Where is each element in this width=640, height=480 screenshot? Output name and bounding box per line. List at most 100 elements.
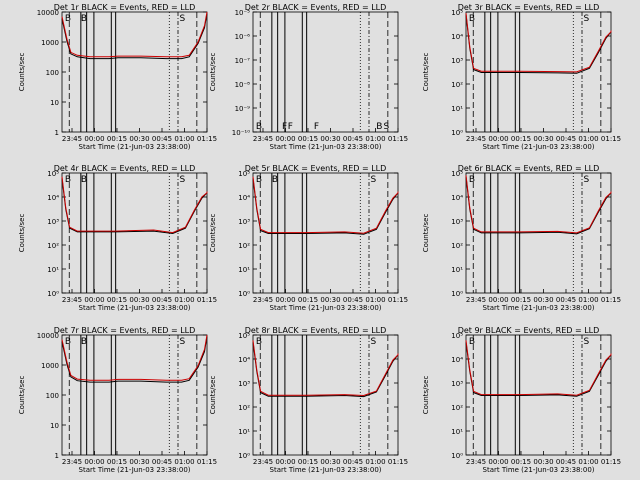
y-tick-label: 10⁻⁹ — [235, 105, 251, 113]
y-tick-label: 10⁵ — [47, 170, 59, 178]
plot-frame — [465, 172, 612, 294]
y-tick-label: 10⁴ — [451, 33, 463, 41]
x-tick-label: 00:15 — [511, 458, 531, 466]
x-tick-label: 00:00 — [84, 135, 104, 143]
y-tick-label: 10⁰ — [238, 452, 250, 460]
x-tick-label: 01:15 — [197, 296, 217, 304]
panel-title: Det 3r BLACK = Events, RED = LLD — [458, 3, 600, 12]
x-tick-label: 01:00 — [365, 135, 385, 143]
x-axis-label: Start Time (21-Jun-03 23:38:00) — [79, 304, 191, 312]
attenuator-label: S — [370, 175, 376, 185]
x-tick-label: 00:45 — [152, 296, 172, 304]
series-events — [61, 13, 208, 60]
x-axis-label: Start Time (21-Jun-03 23:38:00) — [483, 304, 595, 312]
y-tick-label: 10⁵ — [451, 170, 463, 178]
y-tick-label: 10¹ — [451, 428, 463, 436]
x-tick-label: 00:45 — [152, 135, 172, 143]
series-events — [465, 176, 612, 235]
det-panel-6: Det 6r BLACK = Events, RED = LLD Counts/s… — [422, 164, 621, 312]
x-axis-label: Start Time (21-Jun-03 23:38:00) — [483, 143, 595, 151]
x-tick-label: 00:30 — [320, 135, 340, 143]
x-tick-label: 00:30 — [320, 458, 340, 466]
series-lld — [252, 176, 399, 234]
y-tick-label: 10³ — [451, 57, 463, 65]
x-tick-label: 00:15 — [298, 296, 318, 304]
x-tick-label: 00:30 — [533, 458, 553, 466]
y-axis-label: Counts/sec — [209, 53, 217, 92]
y-tick-label: 10⁰ — [451, 290, 463, 298]
series-lld — [61, 11, 208, 58]
y-axis-label: Counts/sec — [18, 376, 26, 415]
x-tick-label: 23:45 — [62, 135, 82, 143]
x-tick-label: 01:00 — [174, 135, 194, 143]
y-tick-label: 10² — [451, 81, 463, 89]
x-axis-label: Start Time (21-Jun-03 23:38:00) — [270, 143, 382, 151]
attenuator-label: B — [256, 175, 262, 185]
y-tick-label: 100 — [46, 392, 59, 400]
y-tick-label: 10² — [47, 242, 59, 250]
y-tick-label: 10 — [50, 99, 59, 107]
y-tick-label: 10⁵ — [238, 170, 250, 178]
y-tick-label: 10000 — [37, 9, 59, 17]
series-lld — [252, 340, 399, 397]
series-events — [252, 178, 399, 235]
x-axis-label: Start Time (21-Jun-03 23:38:00) — [270, 466, 382, 474]
x-tick-label: 00:45 — [343, 458, 363, 466]
det-panel-9: Det 9r BLACK = Events, RED = LLD Counts/s… — [422, 326, 621, 474]
x-tick-label: 00:15 — [298, 135, 318, 143]
x-tick-label: 00:30 — [129, 135, 149, 143]
y-tick-label: 10⁴ — [238, 356, 250, 364]
det-panel-1: Det 1r BLACK = Events, RED = LLD Counts/s… — [18, 3, 217, 151]
series-lld — [61, 334, 208, 381]
y-tick-label: 10² — [451, 404, 463, 412]
x-tick-label: 00:15 — [511, 296, 531, 304]
attenuator-label: F — [282, 122, 287, 132]
attenuator-label: B — [65, 337, 71, 347]
x-tick-label: 01:00 — [578, 296, 598, 304]
attenuator-label: B — [65, 14, 71, 24]
x-tick-label: 01:15 — [601, 458, 621, 466]
y-tick-label: 10⁻¹⁰ — [232, 129, 250, 137]
x-tick-label: 23:45 — [253, 296, 273, 304]
y-tick-label: 10⁴ — [238, 194, 250, 202]
x-tick-label: 23:45 — [253, 458, 273, 466]
y-axis-label: Counts/sec — [422, 53, 430, 92]
series-events — [465, 342, 612, 397]
x-tick-label: 00:30 — [533, 296, 553, 304]
y-tick-label: 10³ — [238, 380, 250, 388]
y-axis-label: Counts/sec — [18, 53, 26, 92]
y-tick-label: 10² — [238, 404, 250, 412]
series-lld — [465, 175, 612, 234]
attenuator-label: S — [179, 14, 185, 24]
panel-title: Det 9r BLACK = Events, RED = LLD — [458, 326, 600, 335]
attenuator-label: B — [81, 337, 87, 347]
y-tick-label: 10 — [50, 422, 59, 430]
y-tick-label: 1000 — [41, 39, 59, 47]
x-axis-label: Start Time (21-Jun-03 23:38:00) — [270, 304, 382, 312]
y-axis-label: Counts/sec — [422, 214, 430, 253]
x-tick-label: 00:45 — [556, 135, 576, 143]
series-events — [61, 336, 208, 383]
attenuator-label: S — [179, 175, 185, 185]
x-tick-label: 00:15 — [511, 135, 531, 143]
attenuator-label: B — [256, 337, 262, 347]
y-tick-label: 10¹ — [238, 428, 250, 436]
plot-frame — [252, 172, 399, 294]
y-tick-label: 10² — [451, 242, 463, 250]
x-tick-label: 00:30 — [320, 296, 340, 304]
y-tick-label: 100 — [46, 69, 59, 77]
x-tick-label: 01:15 — [388, 135, 408, 143]
plot-frame — [465, 11, 612, 133]
det-panel-8: Det 8r BLACK = Events, RED = LLD Counts/s… — [209, 326, 408, 474]
x-tick-label: 01:15 — [388, 458, 408, 466]
y-tick-label: 10² — [238, 242, 250, 250]
x-tick-label: 01:15 — [197, 458, 217, 466]
y-tick-label: 10¹ — [451, 266, 463, 274]
y-tick-label: 10⁰ — [47, 290, 59, 298]
attenuator-label: S — [583, 175, 589, 185]
x-tick-label: 00:00 — [488, 135, 508, 143]
panel-title: Det 2r BLACK = Events, RED = LLD — [245, 3, 387, 12]
y-tick-label: 10³ — [451, 218, 463, 226]
x-tick-label: 01:00 — [578, 135, 598, 143]
attenuator-label: S — [179, 337, 185, 347]
